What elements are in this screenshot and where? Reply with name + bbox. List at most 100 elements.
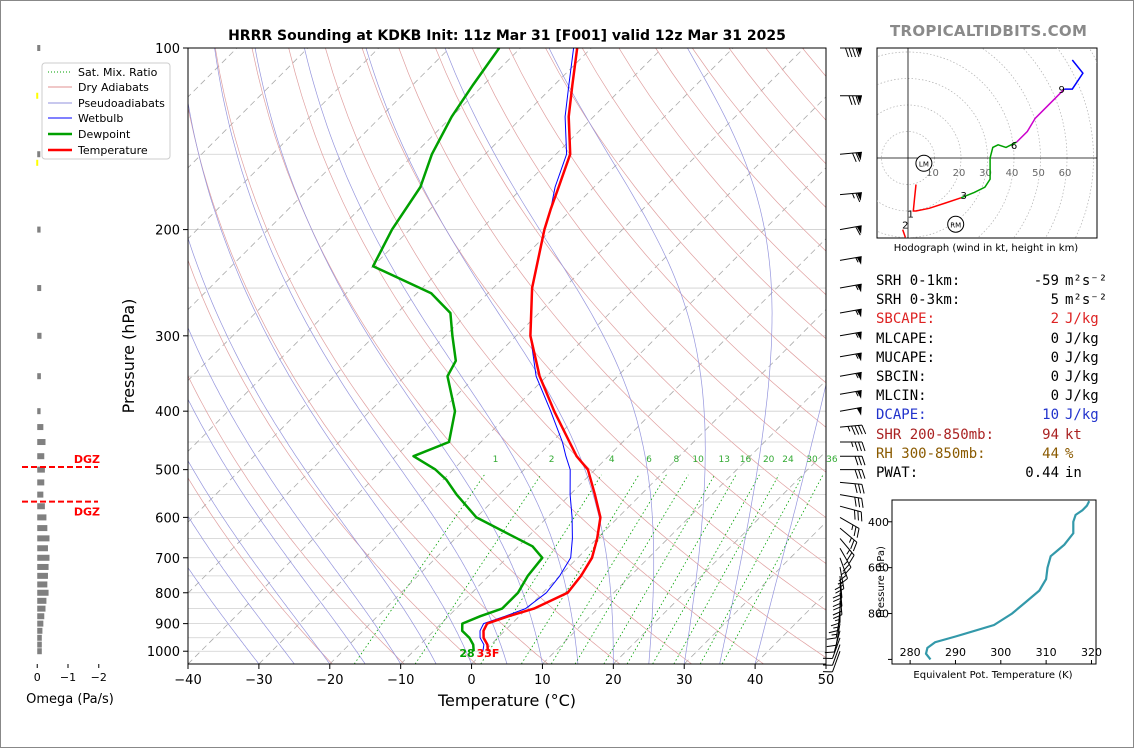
wind-barbs	[822, 47, 867, 673]
barb-half	[846, 549, 851, 555]
barb-half	[848, 537, 852, 543]
barb-full	[852, 47, 856, 58]
omega-highlight	[36, 92, 39, 99]
skewt-series	[371, 48, 602, 652]
barb-staff	[839, 308, 862, 314]
barb-full	[854, 497, 857, 507]
stat-row: MUCAPE: 0 J/kg	[876, 349, 1107, 368]
omega-bar	[37, 572, 48, 579]
theta-e-x-tick-label: 300	[990, 646, 1011, 659]
pseudoadiabat	[188, 326, 401, 664]
barb-full	[855, 226, 861, 236]
barb-full	[822, 657, 833, 659]
stat-value: 5	[1050, 292, 1059, 309]
barb-full	[854, 441, 859, 452]
hodograph-height-label: 2	[902, 220, 908, 231]
barb-staff	[839, 352, 862, 358]
y-tick-label: 700	[155, 552, 180, 567]
barb-full	[845, 47, 849, 58]
stat-unit: in	[1065, 465, 1082, 482]
temperature-line	[482, 48, 602, 652]
wind-barb	[839, 527, 858, 552]
barb-staff	[839, 505, 862, 513]
barb-half	[847, 426, 851, 432]
sounding-stats: SRH 0-1km: -59 m²s⁻² SRH 0-3km: 5 m²s⁻² SBCAPE…	[876, 272, 1107, 483]
dry-adiabat	[471, 48, 826, 473]
barb-half	[851, 193, 855, 199]
barb-half	[855, 284, 859, 291]
stat-unit: %	[1065, 445, 1074, 462]
stat-label: PWAT:	[876, 465, 919, 482]
legend-item: Wetbulb	[78, 112, 123, 125]
omega-bar	[37, 620, 44, 627]
legend-item: Pseudoadiabats	[78, 97, 165, 110]
omega-bar	[37, 535, 50, 542]
stat-label: MLCAPE:	[876, 330, 936, 347]
barb-full	[853, 526, 857, 537]
dgz-label: DGZ	[74, 506, 100, 519]
barb-full	[850, 425, 856, 436]
mixing-ratio-line	[626, 474, 737, 664]
omega-bar	[37, 563, 49, 570]
stat-label: DCAPE:	[876, 407, 927, 424]
stat-row: SBCIN: 0 J/kg	[876, 368, 1107, 387]
hodograph-ring-label: 40	[1006, 168, 1019, 179]
omega-bar	[37, 554, 50, 561]
legend-item: Dry Adiabats	[78, 81, 149, 94]
omega-bar	[37, 373, 41, 380]
theta-e-x-label: Equivalent Pot. Temperature (K)	[913, 670, 1072, 681]
wind-barb	[839, 538, 855, 564]
omega-bar	[37, 641, 42, 648]
omega-bar	[37, 439, 46, 446]
barb-full	[824, 651, 835, 654]
storm-motion-label: RM	[950, 221, 961, 229]
stat-label: SBCIN:	[876, 369, 927, 386]
theta-e-y-tick-label: 800	[868, 608, 889, 621]
stat-value: -59	[1033, 273, 1059, 289]
isotherm-line	[542, 379, 826, 664]
wind-barb	[839, 331, 862, 341]
mixing-ratio-line	[414, 474, 542, 664]
isotherm-line	[613, 450, 826, 664]
stat-label: MUCAPE:	[876, 349, 936, 366]
barb-flag	[856, 390, 862, 399]
omega-bar	[37, 285, 42, 292]
barb-staff	[839, 566, 845, 589]
barb-half	[851, 441, 854, 448]
mixing-ratio-label: 20	[763, 455, 775, 465]
pseudoadiabat	[254, 48, 543, 664]
stat-label: SRH 0-3km:	[876, 292, 961, 309]
theta-e-x-tick-label: 280	[900, 646, 921, 659]
skewt-ticks: −40 −30 −20 −10 0 10 20 30 40 50 100 200 300 400 500 60…	[147, 42, 834, 688]
barb-half	[855, 257, 859, 263]
barb-flag	[856, 352, 862, 362]
mixing-ratio-line	[652, 474, 760, 664]
wind-barb	[839, 505, 863, 522]
theta-e-x-tick-label: 320	[1081, 646, 1102, 659]
omega-bar	[37, 589, 49, 596]
hodograph-ring-label: 20	[953, 168, 966, 179]
x-tick-label: 10	[534, 673, 551, 688]
barb-staff	[839, 584, 843, 607]
barb-staff	[839, 527, 858, 543]
stat-unit: J/kg	[1065, 330, 1099, 347]
barb-staff	[839, 548, 852, 568]
barb-full	[854, 483, 858, 494]
omega-bar	[37, 514, 47, 521]
omega-tick-label: −1	[60, 671, 76, 684]
hodograph-trace	[1016, 88, 1065, 143]
pseudoadiabat	[444, 48, 655, 664]
wind-barb	[839, 283, 862, 293]
y-tick-label: 800	[155, 587, 180, 602]
barb-full	[855, 193, 861, 203]
barb-full	[848, 95, 853, 105]
wind-barb	[824, 630, 841, 654]
mixing-ratio-label: 2	[549, 455, 555, 465]
mixing-ratio-label: 16	[740, 455, 752, 465]
wind-barb	[834, 566, 845, 594]
dry-adiabat	[325, 48, 826, 659]
pseudoadiabat	[188, 567, 260, 664]
omega-bar	[37, 525, 48, 532]
wind-barb	[840, 47, 862, 58]
mixing-ratio-line	[550, 474, 667, 664]
